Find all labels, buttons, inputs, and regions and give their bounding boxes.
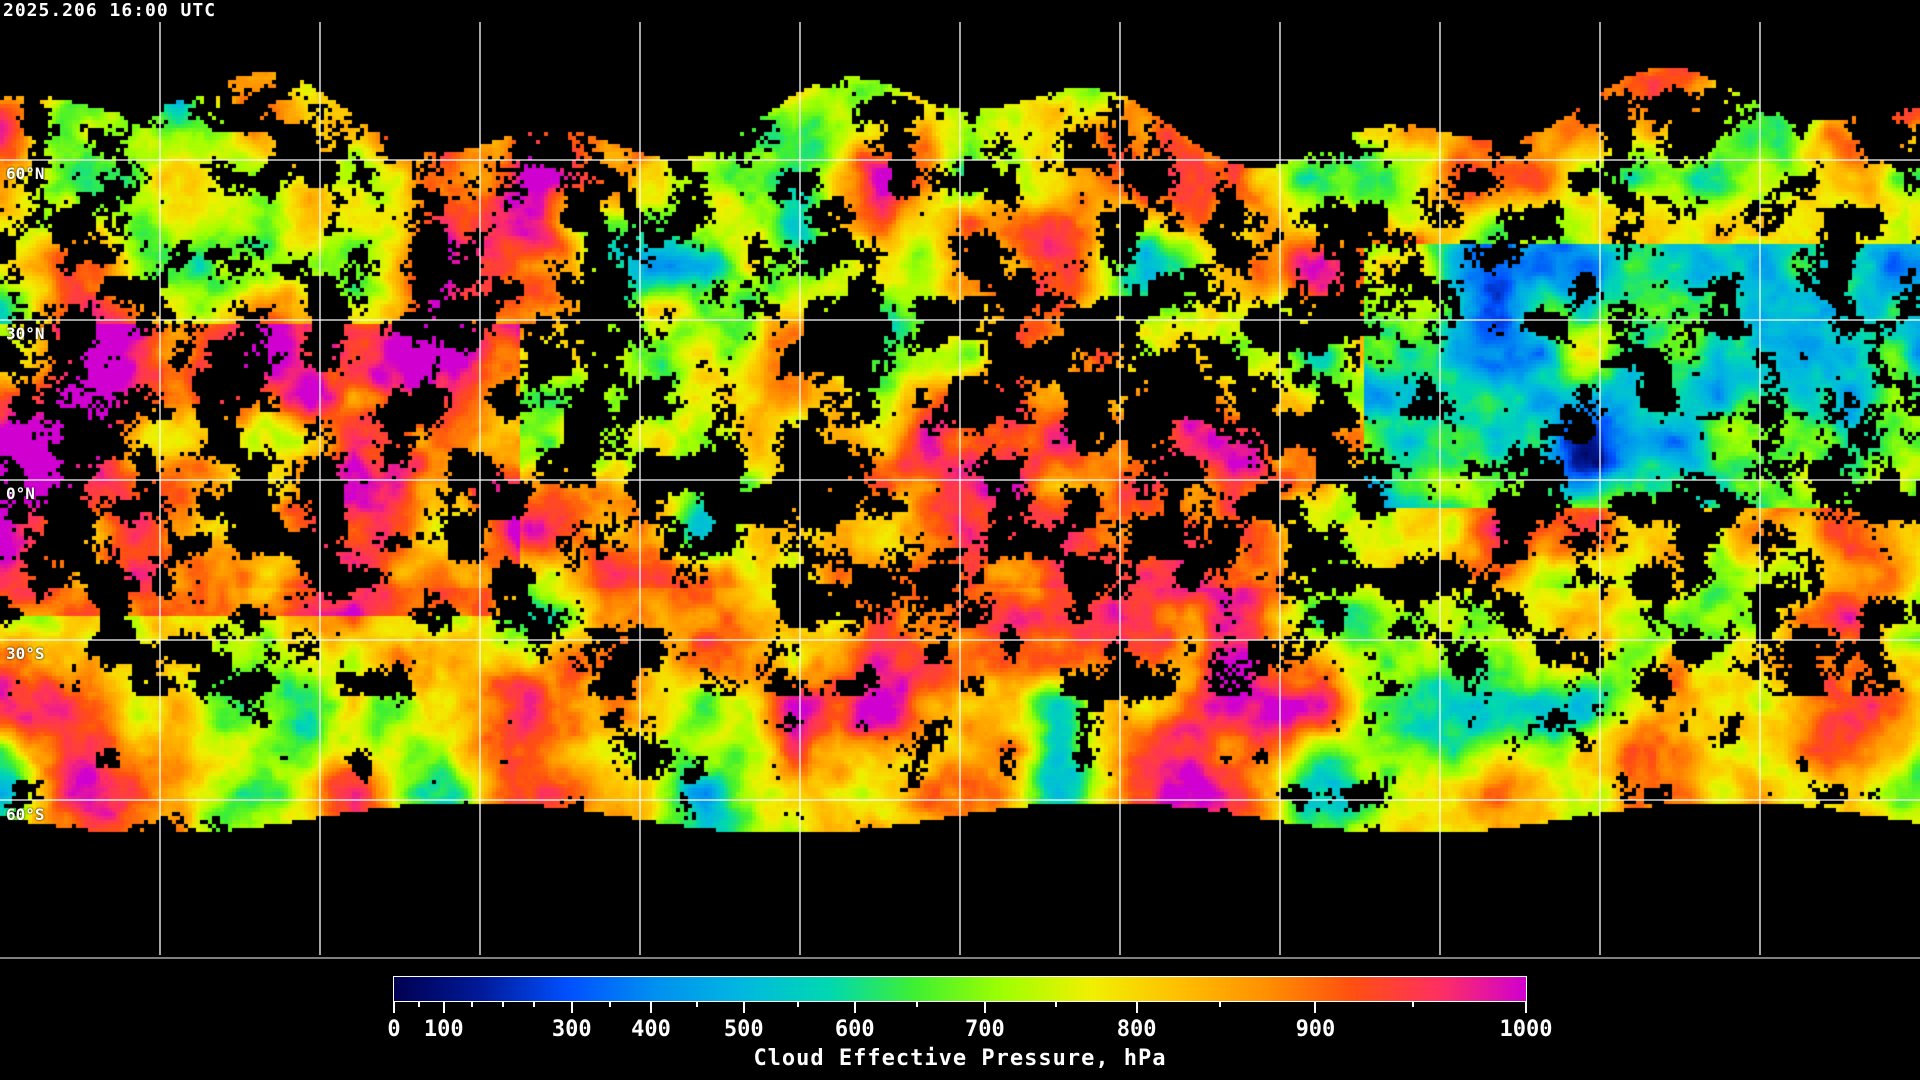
colorbar-title: Cloud Effective Pressure, hPa (753, 1046, 1167, 1071)
tick-label: 100 (423, 1017, 464, 1042)
tick-label: 900 (1295, 1017, 1336, 1042)
tick-label: 400 (631, 1017, 671, 1042)
major-tick (393, 1002, 395, 1013)
major-tick (853, 1002, 856, 1013)
minor-tick (1411, 1002, 1414, 1007)
minor-tick (915, 1002, 918, 1007)
lat-label-30n: 30°N (6, 324, 45, 343)
tick-label: 500 (723, 1017, 764, 1042)
tick-label: 0 (387, 1017, 401, 1042)
minor-tick (417, 1002, 420, 1007)
minor-tick (609, 1002, 612, 1007)
minor-tick (471, 1002, 474, 1007)
graticule (0, 22, 1920, 959)
major-tick (1135, 1002, 1138, 1013)
tick-label: 800 (1116, 1017, 1157, 1042)
major-tick (742, 1002, 745, 1013)
minor-tick (501, 1002, 504, 1007)
minor-tick (797, 1002, 800, 1007)
major-tick (1525, 1002, 1527, 1013)
major-tick (983, 1002, 986, 1013)
tick-label: 1000 (1499, 1017, 1553, 1042)
tick-label: 300 (551, 1017, 592, 1042)
tick-label: 600 (834, 1017, 875, 1042)
lat-label-60n: 60°N (6, 164, 45, 183)
major-tick (1314, 1002, 1317, 1013)
colorbar-ticks: 0 100 300 400 500 600 700 800 900 1000 (387, 1002, 1552, 1042)
minor-tick (1219, 1002, 1222, 1007)
minor-tick (696, 1002, 699, 1007)
lat-label-0n: 0°N (6, 484, 35, 503)
minor-tick (533, 1002, 536, 1007)
timestamp: 2025.206 16:00 UTC (3, 0, 217, 21)
lat-label-30s: 30°S (6, 644, 45, 663)
minor-tick (1055, 1002, 1058, 1007)
tick-label: 700 (965, 1017, 1005, 1042)
lat-label-60s: 60°S (6, 805, 45, 824)
colorbar (393, 976, 1527, 1002)
major-tick (442, 1002, 445, 1013)
major-tick (570, 1002, 573, 1013)
major-tick (649, 1002, 652, 1013)
